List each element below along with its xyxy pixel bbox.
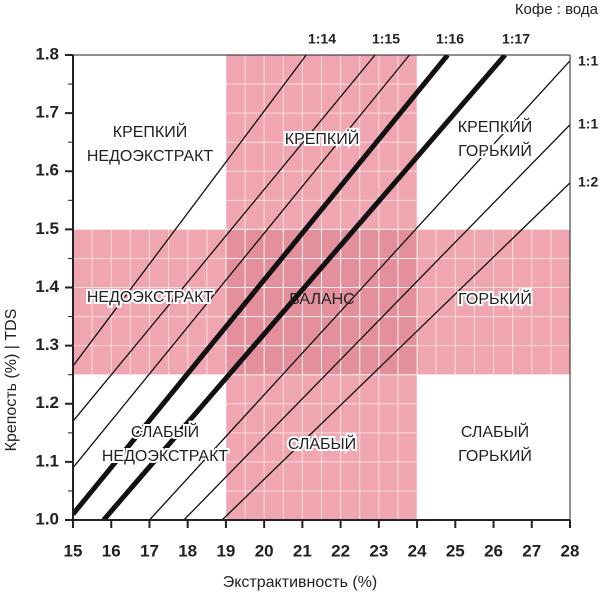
- y-axis-label: Крепость (%) | TDS: [3, 309, 20, 452]
- x-tick-label: 22: [331, 541, 350, 560]
- ratio-label: 1:16: [436, 31, 464, 47]
- zone-label: СЛАБЫЙ: [131, 422, 199, 441]
- y-tick-label: 1.2: [35, 393, 59, 412]
- y-tick-label: 1.1: [35, 451, 59, 470]
- ratio-label: 1:1: [578, 116, 598, 132]
- ratio-label: 1:2: [578, 174, 598, 190]
- ratio-line: [73, 55, 410, 469]
- ratio-lines: [73, 55, 570, 520]
- x-tick-label: 28: [561, 541, 580, 560]
- x-tick-label: 25: [446, 541, 465, 560]
- ratio-label: 1:14: [308, 31, 336, 47]
- x-axis-label: Экстрактивность (%): [223, 574, 377, 591]
- x-tick-label: 27: [522, 541, 541, 560]
- y-tick-label: 1.4: [35, 277, 59, 296]
- x-tick-label: 15: [64, 541, 83, 560]
- x-tick-label: 23: [369, 541, 388, 560]
- zone-label: ГОРЬКИЙ: [458, 446, 532, 465]
- y-tick-label: 1.0: [35, 509, 59, 528]
- ratio-label: 1:15: [372, 31, 400, 47]
- zone-label: ГОРЬКИЙ: [458, 289, 532, 308]
- x-tick-label: 24: [408, 541, 427, 560]
- x-tick-label: 16: [102, 541, 121, 560]
- ratio-label: 1:1: [578, 53, 598, 69]
- zone-label: НЕДОЭКСТРАКТ: [87, 148, 214, 165]
- zone-label: СЛАБЫЙ: [288, 434, 356, 453]
- zone-label: КРЕПКИЙ: [113, 122, 187, 141]
- x-tick-label: 17: [140, 541, 159, 560]
- ratio-line: [73, 55, 450, 516]
- ratio-line: [73, 55, 376, 422]
- x-tick-label: 19: [216, 541, 235, 560]
- y-tick-label: 1.5: [35, 219, 59, 238]
- zone-label: НЕДОЭКСТРАКТ: [102, 448, 229, 465]
- y-tick-label: 1.6: [35, 161, 59, 180]
- ratio-label: 1:17: [502, 31, 530, 47]
- x-tick-label: 20: [255, 541, 274, 560]
- ratio-line: [183, 124, 570, 520]
- ratio-line: [221, 182, 570, 520]
- ratio-line: [73, 55, 307, 367]
- y-tick-label: 1.7: [35, 103, 59, 122]
- x-tick-label: 18: [178, 541, 197, 560]
- x-tick-label: 21: [293, 541, 312, 560]
- zone-label: НЕДОЭКСТРАКТ: [87, 289, 214, 306]
- y-tick-label: 1.3: [35, 335, 59, 354]
- header: Кофе : вода: [515, 1, 599, 18]
- balance-label: БАЛАНС: [289, 291, 354, 308]
- zone-label: КРЕПКИЙ: [458, 117, 532, 136]
- zone-label: КРЕПКИЙ: [285, 129, 359, 148]
- x-tick-label: 26: [484, 541, 503, 560]
- zone-label: ГОРЬКИЙ: [458, 141, 532, 160]
- y-tick-label: 1.8: [35, 44, 59, 63]
- ratio-line: [101, 55, 507, 520]
- zone-label: СЛАБЫЙ: [461, 422, 529, 441]
- ratio-line: [148, 60, 570, 520]
